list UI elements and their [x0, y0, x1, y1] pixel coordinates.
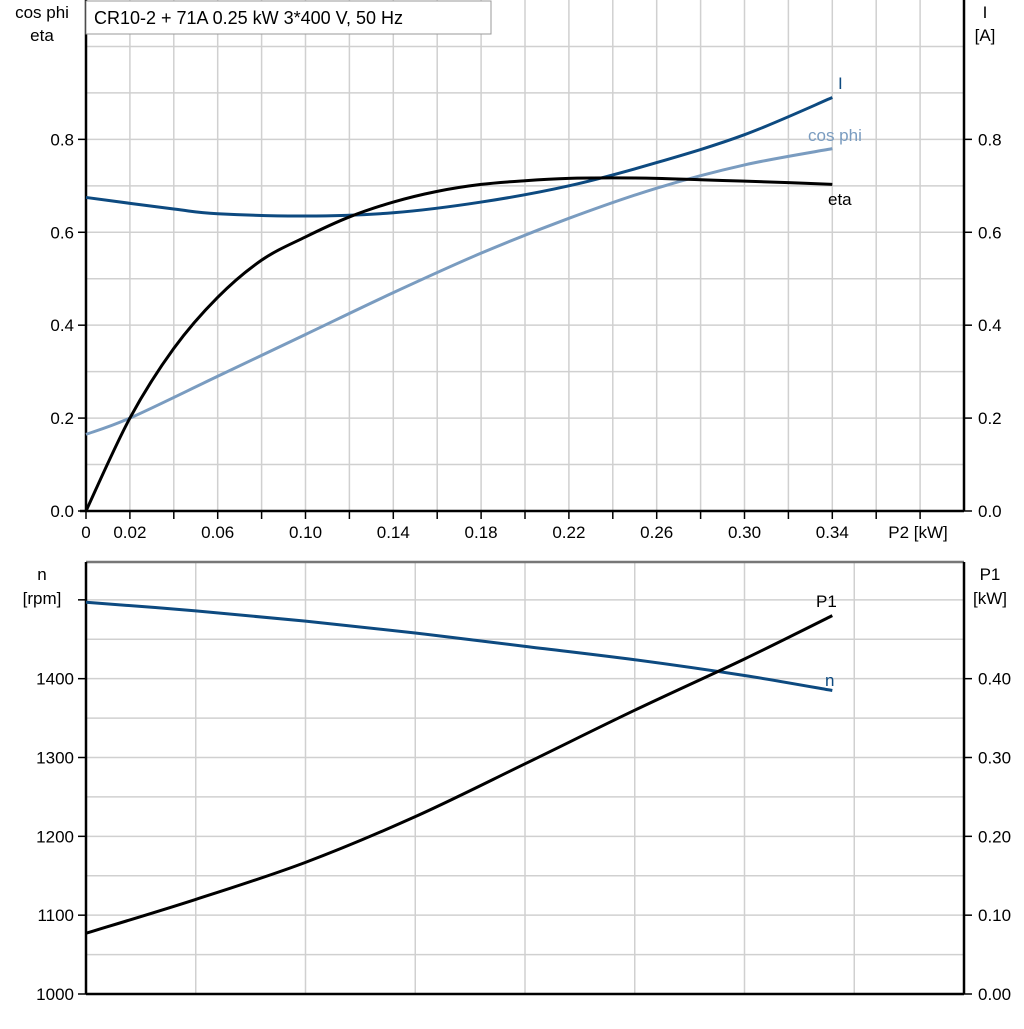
left-y-tick-label: 0.0: [50, 502, 74, 521]
top-left-axis-label-2: eta: [30, 26, 54, 45]
left-y-tick-label: 1300: [36, 749, 74, 768]
left-y-tick-label: 0.6: [50, 223, 74, 242]
title-box: [85, 0, 492, 35]
left-y-tick-label: 0.8: [50, 130, 74, 149]
x-tick-label: 0.14: [377, 523, 410, 542]
curve-n: [85, 600, 833, 692]
top-right-axis-label-2: [A]: [975, 26, 996, 45]
left-y-tick-label: 1000: [36, 985, 74, 1004]
right-y-tick-label: 0.00: [978, 985, 1011, 1004]
bottom-left-axis-label-1: n: [37, 565, 46, 584]
chart-title: CR10-2 + 71A 0.25 kW 3*400 V, 50 Hz: [94, 8, 403, 28]
curve-eta: [84, 176, 833, 512]
bottom-plot-grid: [86, 562, 964, 994]
right-y-tick-label: 0.40: [978, 670, 1011, 689]
curve-I: [85, 96, 833, 218]
right-y-tick-label: 0.0: [978, 502, 1002, 521]
curves: [84, 96, 833, 935]
bottom-left-axis-label-2: [rpm]: [23, 589, 62, 608]
right-y-tick-label: 0.6: [978, 223, 1002, 242]
right-y-tick-label: 0.10: [978, 906, 1011, 925]
bottom-right-axis-label-2: [kW]: [973, 589, 1007, 608]
right-y-tick-label: 0.20: [978, 827, 1011, 846]
right-y-tick-label: 0.4: [978, 316, 1002, 335]
bottom-right-axis-label-1: P1: [980, 565, 1001, 584]
left-y-tick-label: 1200: [36, 827, 74, 846]
left-y-tick-label: 1100: [37, 906, 74, 925]
x-tick-label: 0.02: [113, 523, 146, 542]
right-y-tick-label: 0.30: [978, 749, 1011, 768]
series-label-eta: eta: [828, 190, 852, 209]
right-y-tick-label: 0.8: [978, 130, 1002, 149]
series-label-I: I: [838, 74, 843, 93]
series-label-P1: P1: [816, 592, 837, 611]
left-y-tick-label: 1400: [36, 670, 74, 689]
x-axis-label: P2 [kW]: [888, 523, 948, 542]
x-tick-label: 0.26: [640, 523, 673, 542]
left-y-tick-label: 0.2: [50, 409, 74, 428]
x-tick-label: 0.22: [552, 523, 585, 542]
right-y-tick-label: 0.2: [978, 409, 1002, 428]
x-tick-label: 0: [81, 523, 90, 542]
x-tick-label: 0.30: [728, 523, 761, 542]
axes: [78, 0, 972, 996]
x-tick-label: 0.34: [816, 523, 849, 542]
top-left-axis-label-1: cos phi: [15, 3, 69, 22]
x-tick-label: 0.10: [289, 523, 322, 542]
x-tick-label: 0.06: [201, 523, 234, 542]
series-label-cos-phi: cos phi: [808, 126, 862, 145]
x-tick-label: 0.18: [465, 523, 498, 542]
curve-cos-phi: [85, 147, 833, 436]
top-right-axis-label-1: I: [983, 3, 988, 22]
tick-labels: 0 0.02 0.06 0.10 0.14 0.18 0.22 0.26 0.30 0.34 0.0…: [36, 130, 1011, 1004]
top-plot-grid: [86, 0, 964, 511]
left-y-tick-label: 0.4: [50, 316, 74, 335]
curve-P1: [85, 614, 833, 935]
series-label-n: n: [825, 671, 834, 690]
